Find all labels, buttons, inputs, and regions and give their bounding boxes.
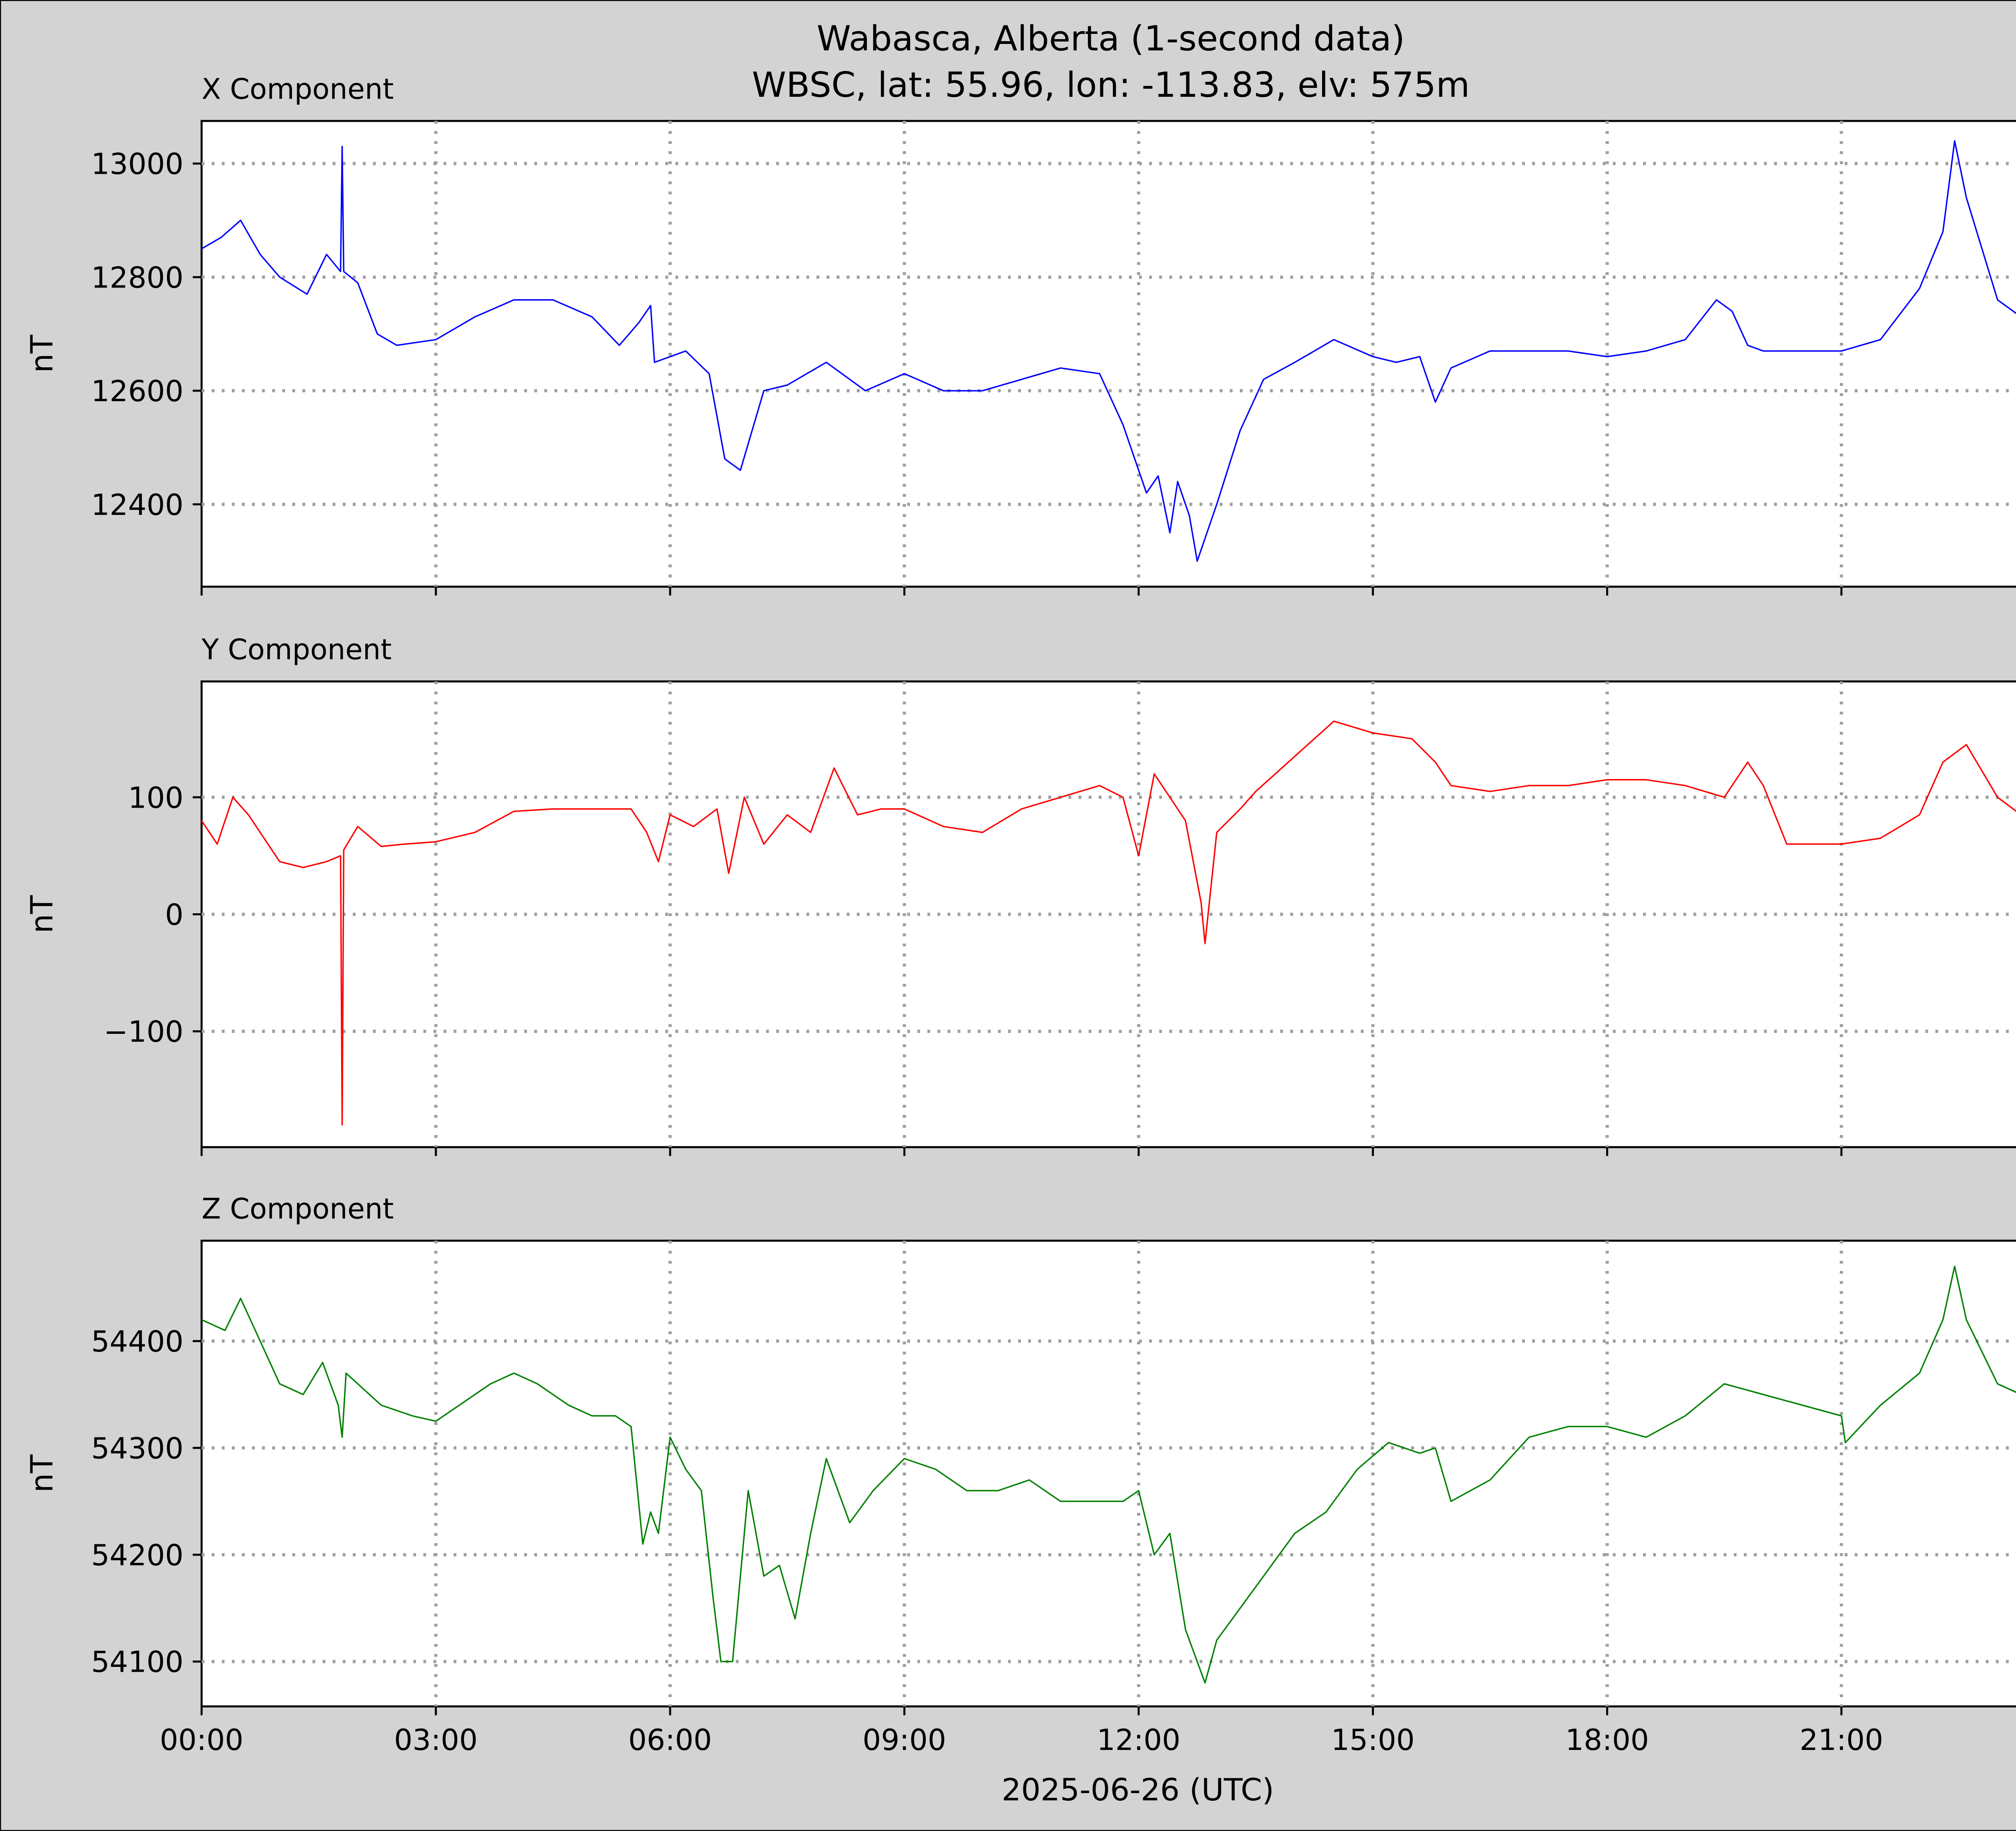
- x-tick-label: 03:00: [394, 1723, 478, 1757]
- series-line-y: [201, 720, 2016, 1126]
- panel-y-component: Y Component −100 0 100 nT: [24, 633, 2016, 1156]
- x-tick-label: 18:00: [1565, 1723, 1649, 1757]
- panel-title-x: X Component: [202, 73, 394, 106]
- y-axis-label-x: nT: [24, 335, 60, 373]
- x-tick-label: 00:00: [160, 1723, 244, 1757]
- panel-z-component: Z Component 00:00 03:00 06:00 09:00 12:00 15:0…: [24, 1192, 2016, 1757]
- panel-title-z: Z Component: [202, 1192, 394, 1225]
- panel-title-y: Y Component: [201, 633, 392, 666]
- y-tick-label: 12400: [91, 488, 183, 522]
- y-tick-label: 13000: [91, 147, 183, 181]
- x-tick-label: 21:00: [1799, 1723, 1883, 1757]
- plot-area-x: [200, 120, 2016, 588]
- y-tick-label: 54300: [91, 1431, 183, 1465]
- y-tick-label: 54100: [91, 1645, 183, 1679]
- x-axis-label: 2025-06-26 (UTC): [1002, 1772, 1274, 1808]
- x-tick-label: 15:00: [1331, 1723, 1415, 1757]
- x-tick-label: 06:00: [628, 1723, 712, 1757]
- y-tick-label: 12600: [91, 374, 183, 408]
- chart-title: Wabasca, Alberta (1-second data): [817, 19, 1405, 59]
- x-tick-label: 09:00: [862, 1723, 946, 1757]
- y-tick-label: 0: [165, 898, 183, 932]
- y-tick-label: 54400: [91, 1325, 183, 1358]
- y-tick-label: −100: [104, 1015, 183, 1049]
- y-tick-label: 100: [128, 781, 183, 814]
- y-tick-label: 54200: [91, 1538, 183, 1572]
- series-line-x: [201, 140, 2016, 562]
- chart-subtitle: WBSC, lat: 55.96, lon: -113.83, elv: 575…: [752, 65, 1470, 105]
- y-axis-label-z: nT: [24, 1454, 60, 1493]
- x-tick-label: 12:00: [1097, 1723, 1181, 1757]
- panel-x-component: X Component 12400 12600 12800 13000 nT: [24, 73, 2016, 596]
- series-line-z: [201, 1265, 2016, 1684]
- plot-area-z: [200, 1239, 2016, 1708]
- y-axis-label-y: nT: [24, 895, 60, 933]
- y-tick-label: 12800: [91, 260, 183, 294]
